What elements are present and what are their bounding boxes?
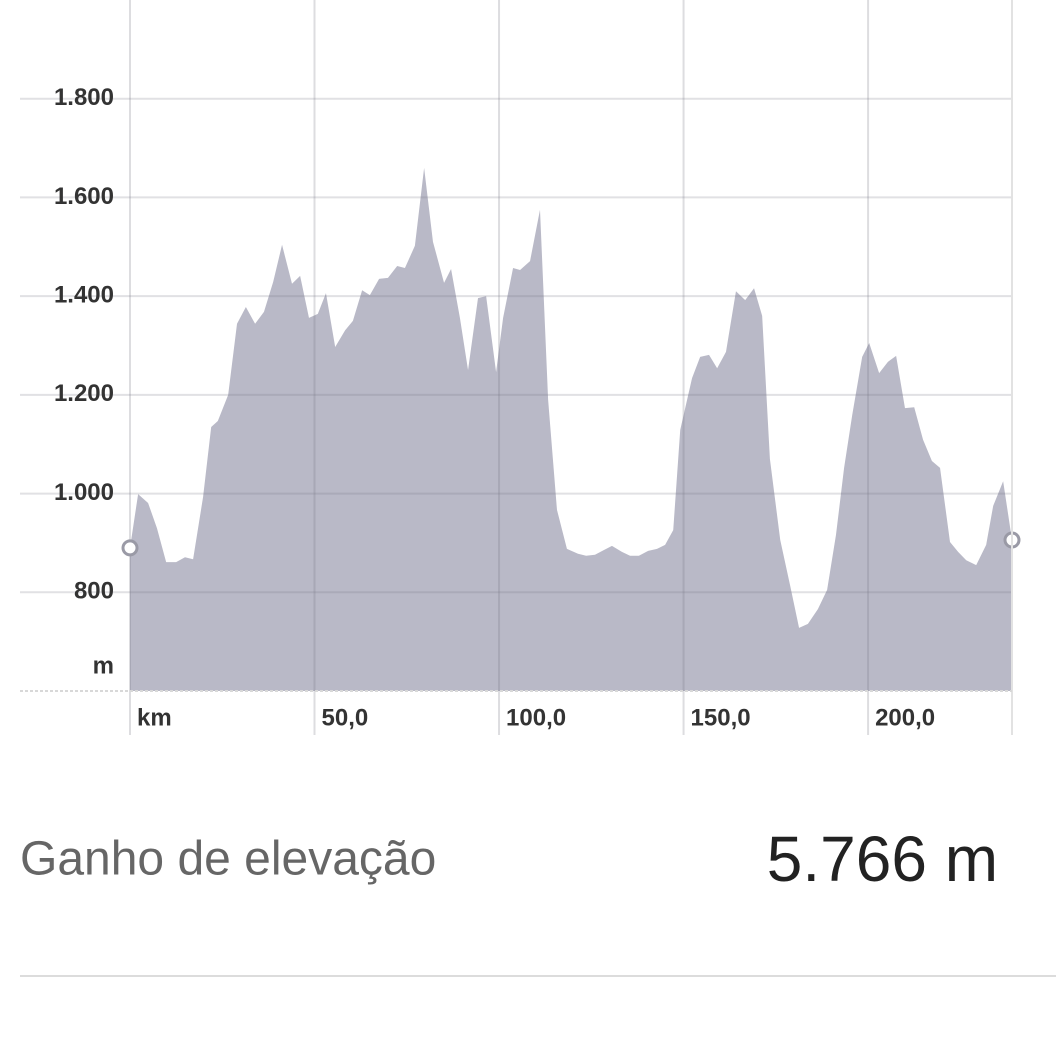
y-tick-label: 800 xyxy=(74,578,114,605)
summary-label: Ganho de elevação xyxy=(20,833,436,886)
y-tick-label: 1.200 xyxy=(54,380,114,407)
x-tick-label: 200,0 xyxy=(875,704,935,731)
y-tick-label: 1.000 xyxy=(54,479,114,506)
y-tick-label: 1.800 xyxy=(54,84,114,111)
plot: 800 1.000 1.200 1.400 1.600 1.800 km 50,0 100,0 1… xyxy=(20,0,1021,735)
endpoint-marker xyxy=(121,539,139,557)
x-tick-label: 50,0 xyxy=(322,704,369,731)
x-tick-label: km xyxy=(137,704,172,731)
x-tick-label: 100,0 xyxy=(506,704,566,731)
x-tick-label: 150,0 xyxy=(691,704,751,731)
y-tick-label: 1.600 xyxy=(54,183,114,210)
y-tick-label: 1.400 xyxy=(54,281,114,308)
elevation-area xyxy=(130,167,1012,692)
summary-value: 5.766 m xyxy=(767,823,998,895)
y-unit: m xyxy=(93,652,114,679)
